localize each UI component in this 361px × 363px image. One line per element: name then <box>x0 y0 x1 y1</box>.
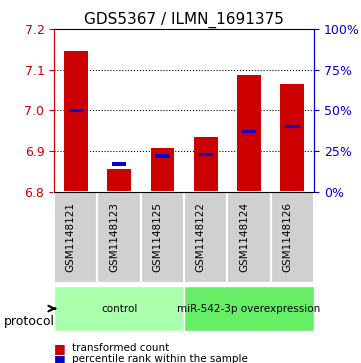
Bar <box>242 130 256 133</box>
Text: percentile rank within the sample: percentile rank within the sample <box>72 354 248 363</box>
FancyBboxPatch shape <box>97 192 141 283</box>
Bar <box>194 137 218 192</box>
Bar <box>64 52 88 192</box>
Text: control: control <box>101 303 137 314</box>
FancyBboxPatch shape <box>184 192 227 283</box>
Text: GSM1148122: GSM1148122 <box>196 203 206 272</box>
FancyBboxPatch shape <box>54 286 184 331</box>
Bar <box>199 152 213 156</box>
Text: miR-542-3p overexpression: miR-542-3p overexpression <box>178 303 321 314</box>
Text: ■: ■ <box>54 342 66 355</box>
Text: ■: ■ <box>54 353 66 363</box>
Bar <box>285 125 300 128</box>
Text: GSM1148126: GSM1148126 <box>282 203 292 272</box>
Bar <box>155 154 170 158</box>
Text: GSM1148124: GSM1148124 <box>239 203 249 272</box>
Text: protocol: protocol <box>4 315 55 328</box>
FancyBboxPatch shape <box>184 286 314 331</box>
Text: GSM1148121: GSM1148121 <box>66 203 76 272</box>
FancyBboxPatch shape <box>141 192 184 283</box>
FancyBboxPatch shape <box>271 192 314 283</box>
Text: GSM1148123: GSM1148123 <box>109 203 119 272</box>
Bar <box>151 148 174 192</box>
FancyBboxPatch shape <box>54 192 97 283</box>
Bar <box>237 74 261 192</box>
Title: GDS5367 / ILMN_1691375: GDS5367 / ILMN_1691375 <box>84 12 284 28</box>
Bar <box>69 109 83 112</box>
Bar <box>112 162 126 166</box>
Text: GSM1148125: GSM1148125 <box>152 203 162 272</box>
Bar <box>280 84 304 192</box>
Bar <box>107 169 131 192</box>
Text: transformed count: transformed count <box>72 343 169 354</box>
FancyBboxPatch shape <box>227 192 271 283</box>
